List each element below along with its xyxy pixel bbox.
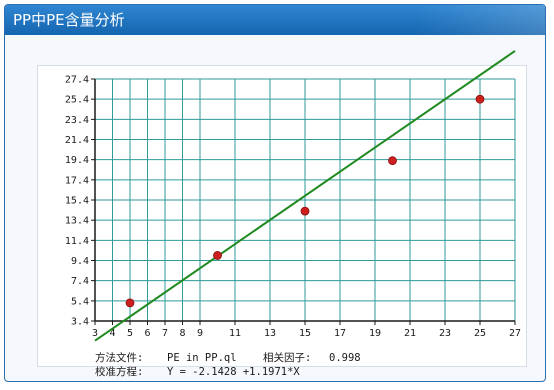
method-value: PE in PP.ql <box>167 352 237 364</box>
data-point <box>213 251 222 260</box>
fit-line-group <box>94 50 516 342</box>
x-tick-label: 9 <box>197 328 203 339</box>
x-tick-label: 11 <box>229 328 241 339</box>
y-tick-label: 13.4 <box>65 216 89 227</box>
y-tick-label: 17.4 <box>65 175 89 186</box>
y-tick-label: 7.4 <box>71 276 89 287</box>
calibration-chart: 3.4 5.4 7.4 9.4 11.4 13.4 15.4 17.4 19.4 21.4 23.4… <box>65 50 521 378</box>
x-tick-label: 27 <box>509 328 521 339</box>
chart-grid <box>94 78 516 322</box>
x-tick-label: 19 <box>369 328 381 339</box>
data-point <box>300 206 310 216</box>
y-tick-labels: 3.4 5.4 7.4 9.4 11.4 13.4 15.4 17.4 19.4 21.4 23.4… <box>65 75 89 328</box>
panel-title: PP中PE含量分析 <box>5 5 545 35</box>
data-points <box>125 94 485 308</box>
x-tick-label: 7 <box>162 328 168 339</box>
data-point <box>475 94 485 104</box>
y-tick-label: 23.4 <box>65 115 89 126</box>
y-tick-label: 21.4 <box>65 135 89 146</box>
y-tick-label: 19.4 <box>65 155 89 166</box>
x-tick-label: 8 <box>179 328 185 339</box>
y-tick-label: 15.4 <box>65 196 89 207</box>
fit-line <box>94 50 516 342</box>
data-point <box>388 156 397 166</box>
y-tick-label: 27.4 <box>65 75 89 86</box>
x-tick-label: 6 <box>144 328 150 339</box>
equation-label: 校准方程: <box>95 365 143 378</box>
x-tick-label: 21 <box>404 328 416 339</box>
y-tick-label: 25.4 <box>65 95 89 106</box>
x-tick-label: 23 <box>439 328 451 339</box>
x-tick-labels: 3 4 5 6 7 8 9 11 13 15 17 19 21 23 25 27 <box>92 328 521 339</box>
correlation-label: 相关因子: <box>263 351 311 364</box>
chart-axes <box>91 78 516 325</box>
y-tick-label: 5.4 <box>71 296 89 307</box>
x-tick-label: 3 <box>92 328 98 339</box>
x-tick-label: 13 <box>264 328 276 339</box>
x-tick-label: 15 <box>299 328 311 339</box>
y-tick-label: 11.4 <box>65 236 89 247</box>
x-tick-label: 17 <box>334 328 346 339</box>
y-tick-label: 3.4 <box>71 317 89 328</box>
correlation-value: 0.998 <box>329 352 361 364</box>
analysis-panel: PP中PE含量分析 3.4 5.4 7.4 9.4 11.4 13.4 15.4 17.4 19… <box>4 4 546 382</box>
equation-value: Y = -2.1428 +1.1971*X <box>167 366 300 378</box>
x-tick-label: 25 <box>474 328 486 339</box>
x-tick-label: 5 <box>127 328 133 339</box>
y-tick-label: 9.4 <box>71 256 89 267</box>
data-point <box>125 298 135 308</box>
method-label: 方法文件: <box>95 351 143 364</box>
x-tick-label: 4 <box>109 328 115 339</box>
